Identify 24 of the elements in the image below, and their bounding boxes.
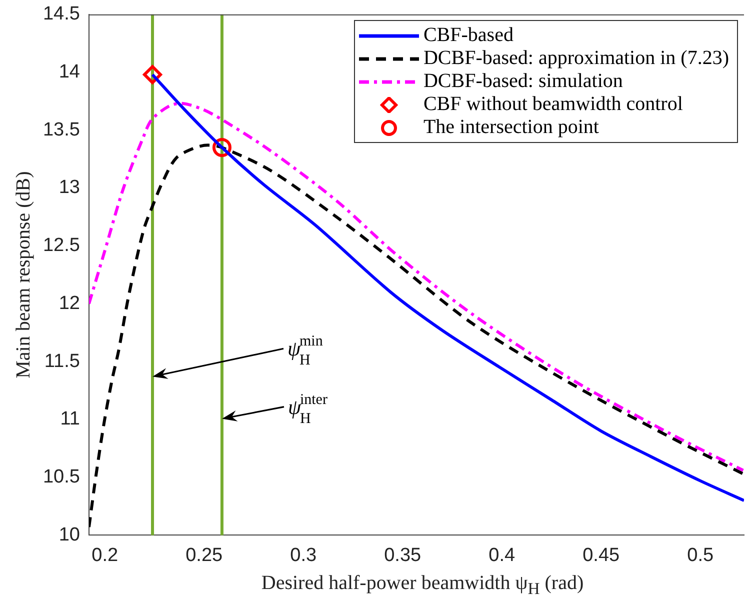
legend-label: CBF without beamwidth control [423, 93, 683, 116]
y-tick-label: 12 [58, 292, 80, 314]
legend-label: CBF-based [423, 24, 514, 48]
legend-label: DCBF-based: approximation in (7.23) [423, 47, 729, 70]
y-tick-label: 10.5 [42, 466, 80, 488]
x-tick-label: 0.35 [384, 544, 422, 566]
y-tick-label: 14.5 [42, 4, 80, 25]
y-tick-label: 13 [58, 177, 80, 198]
x-tick-label: 0.5 [687, 544, 714, 566]
legend-label: The intersection point [423, 116, 599, 140]
x-tick-label: 0.45 [582, 544, 620, 566]
y-tick-label: 12.5 [42, 235, 80, 256]
x-tick-label: 0.3 [290, 544, 317, 566]
y-tick-label: 14 [58, 62, 80, 82]
y-tick-label: 11 [60, 408, 80, 430]
y-tick-label: 11.5 [44, 350, 80, 372]
y-tick-label: 10 [58, 524, 80, 546]
y-axis-title: Main beam response (dB) [12, 171, 34, 378]
x-tick-label: 0.25 [186, 544, 223, 566]
y-tick-label: 13.5 [42, 119, 80, 140]
x-tick-label: 0.4 [488, 544, 516, 566]
legend-label: DCBF-based: simulation [423, 70, 623, 94]
x-tick-label: 0.2 [92, 544, 118, 566]
x-axis-title: Desired half-power beamwidth ψ$_{H}$ (rad) [260, 572, 585, 599]
